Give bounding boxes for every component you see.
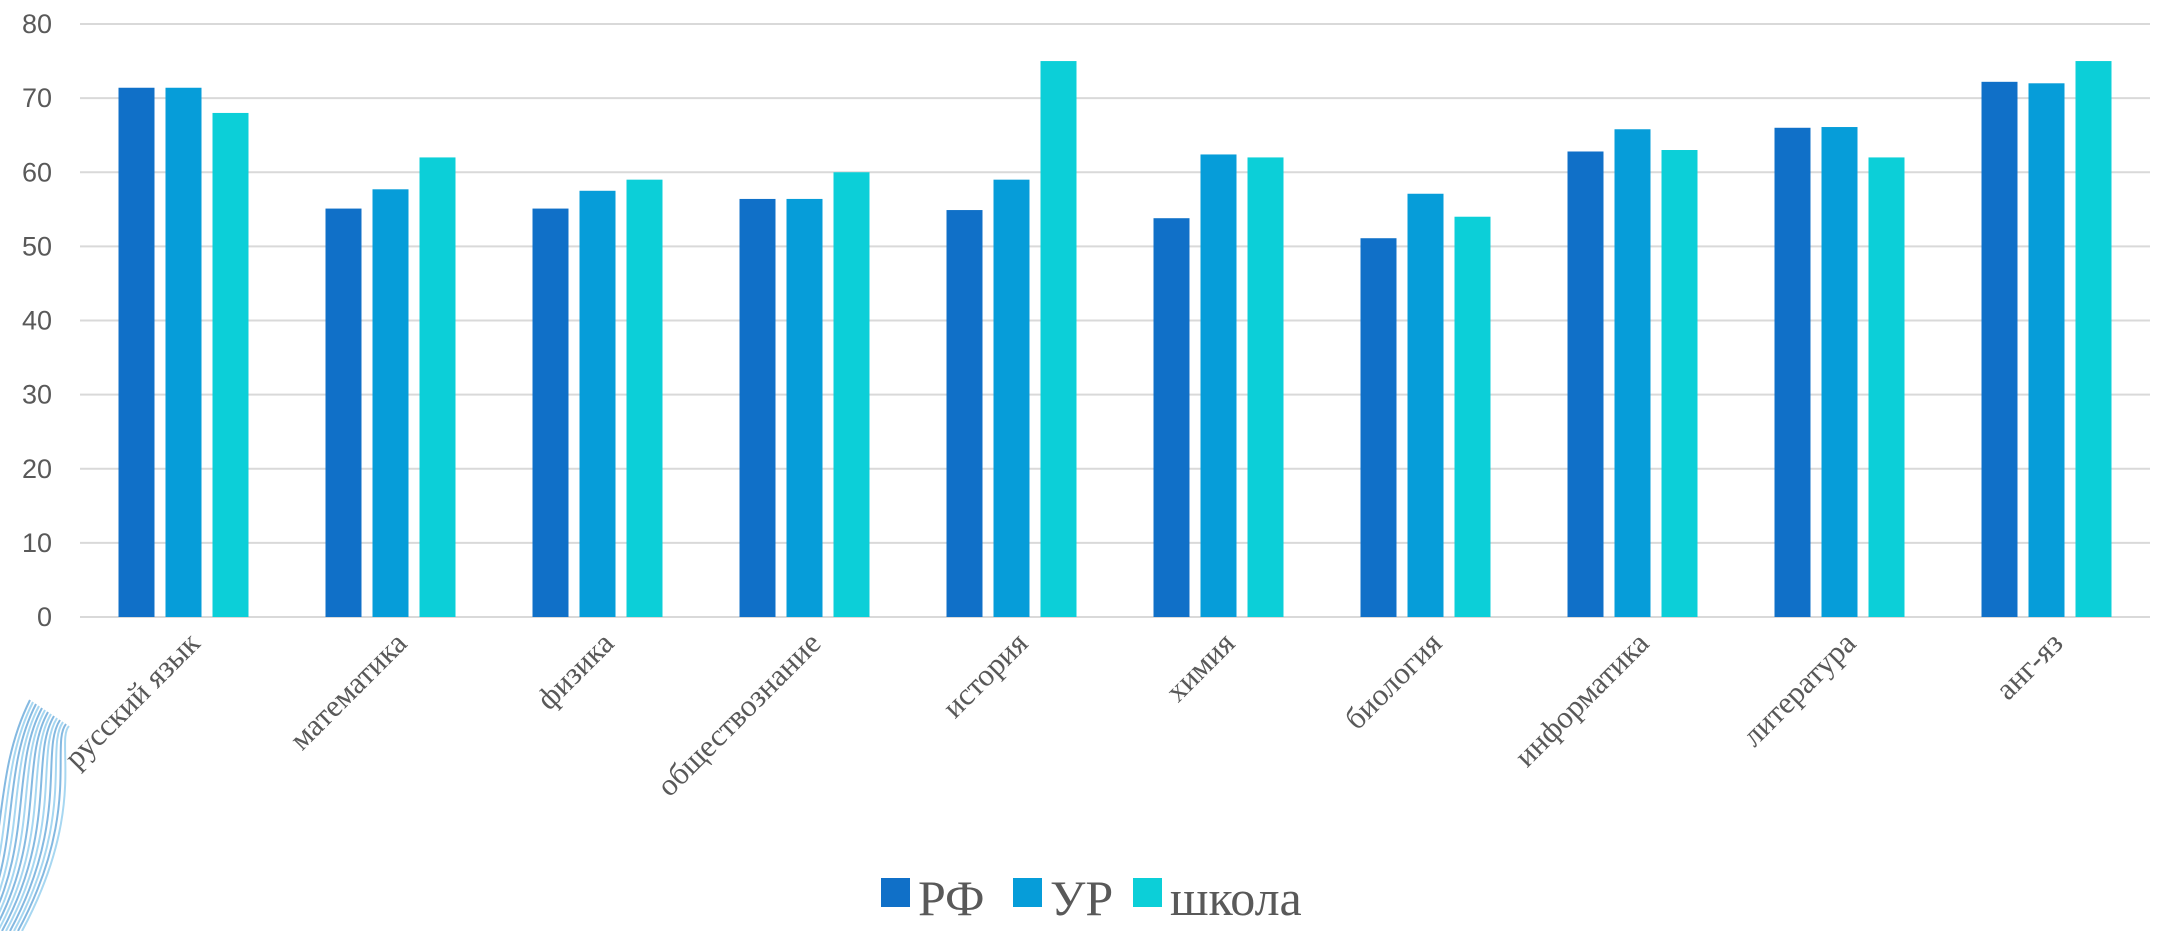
legend-label: РФ [918,870,984,926]
legend-label: УР [1050,870,1113,926]
bar [1454,216,1491,617]
bar [833,172,870,617]
bar [993,179,1030,617]
legend-swatch [1013,878,1042,907]
y-tick-label: 80 [22,9,52,39]
y-tick-label: 70 [22,83,52,113]
bar [532,208,569,618]
decor-wave-line [0,699,31,827]
decor-wave-line [5,717,58,931]
legend-swatch [881,878,910,907]
decor-wave-line [17,723,67,931]
y-tick-label: 60 [22,157,52,187]
bar [2028,83,2065,618]
bar [165,87,202,617]
decor-wave-line [0,701,34,858]
bar [1407,193,1444,617]
legend-label: школа [1170,870,1302,926]
legend-swatch [1133,878,1162,907]
y-axis: 0 10 20 30 40 50 60 70 80 [22,9,52,632]
y-tick-label: 40 [22,306,52,336]
decor-wave-line [9,719,61,931]
bar [1200,154,1237,617]
decor-wave-line [0,709,46,914]
decor-wave-line [1,715,55,931]
bar [325,208,362,618]
bar [1774,127,1811,618]
corner-wave-decoration [0,699,70,931]
x-tick-label: история [935,625,1034,724]
bar [786,198,823,617]
x-tick-label: химия [1158,625,1241,708]
x-tick-label: физика [529,625,620,716]
decor-wave-line [0,711,49,922]
bar [946,210,983,617]
decor-wave-line [0,705,40,893]
bar [1981,81,2018,617]
bar [1360,238,1397,617]
bar [1247,157,1284,618]
x-tick-label: обществознание [650,625,828,803]
bar [118,87,155,617]
x-tick-label: математика [282,625,413,756]
bar [579,190,616,617]
bar [1567,151,1604,617]
x-tick-label: русский язык [57,625,207,775]
bar [1661,150,1698,617]
bar [1868,157,1905,618]
x-axis: русский язык математика физика обществознан… [57,625,2070,803]
y-tick-label: 10 [22,528,52,558]
bar [1040,61,1077,617]
bar [1821,127,1858,617]
y-tick-label: 20 [22,454,52,484]
bar [739,198,776,617]
decor-wave-line [0,707,43,904]
bar [419,157,456,618]
y-tick-label: 50 [22,231,52,261]
x-tick-label: информатика [1507,625,1655,773]
y-tick-label: 0 [37,602,52,632]
y-tick-label: 30 [22,380,52,410]
x-tick-label: биология [1337,625,1448,736]
legend: РФ УР школа [881,870,1302,926]
bar [372,189,409,617]
bars [118,61,2112,618]
decor-wave-line [0,703,37,878]
decor-wave-line [0,713,52,930]
bar [212,112,249,617]
bar [1153,218,1190,617]
bar [2075,61,2112,617]
x-tick-label: литература [1735,625,1863,753]
decor-wave-line [21,725,70,931]
bar [626,179,663,617]
bar [1614,129,1651,617]
x-tick-label: анг-яз [1988,625,2069,706]
decor-wave-line [13,721,64,931]
